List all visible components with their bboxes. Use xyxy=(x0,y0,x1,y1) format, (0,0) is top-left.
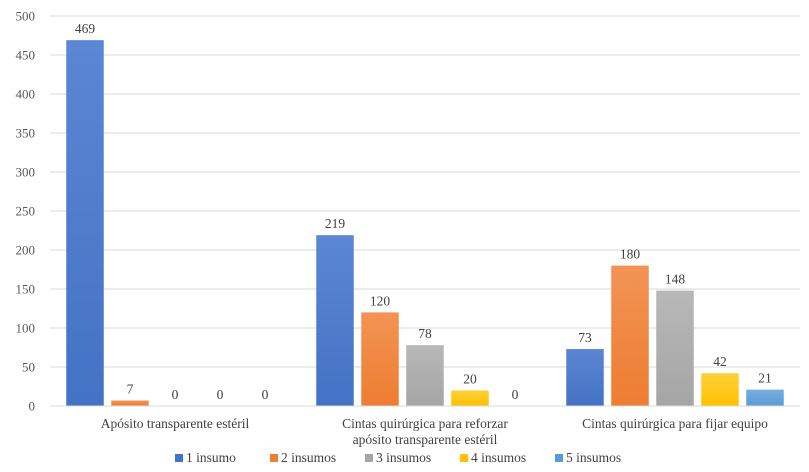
data-label: 469 xyxy=(75,21,96,36)
bar xyxy=(406,345,444,406)
legend-swatch xyxy=(175,454,183,462)
data-label: 0 xyxy=(262,387,269,402)
y-tick-label: 400 xyxy=(16,87,36,102)
y-tick-label: 50 xyxy=(22,360,35,375)
legend-swatch xyxy=(365,454,373,462)
legend-swatch xyxy=(460,454,468,462)
y-tick-label: 0 xyxy=(29,399,36,414)
x-category-label: Cintas quirúrgica para reforzar xyxy=(342,416,508,431)
data-label: 20 xyxy=(463,371,477,386)
bar xyxy=(111,400,149,406)
bar xyxy=(656,290,694,406)
bar xyxy=(316,235,354,406)
data-label: 219 xyxy=(325,216,346,231)
y-tick-label: 200 xyxy=(16,243,36,258)
x-category-label: apósito transparente estéril xyxy=(353,432,498,447)
legend-label: 5 insumos xyxy=(566,450,621,465)
x-category-label: Apósito transparente estéril xyxy=(101,416,250,431)
data-label: 0 xyxy=(172,387,179,402)
legend-swatch xyxy=(555,454,563,462)
x-category-label: Cintas quirúrgica para fijar equipo xyxy=(582,416,768,431)
legend-swatch xyxy=(270,454,278,462)
bar xyxy=(451,390,489,406)
bar xyxy=(611,265,649,406)
y-tick-label: 350 xyxy=(16,126,36,141)
y-tick-label: 100 xyxy=(16,321,36,336)
bar xyxy=(66,40,104,407)
data-label: 42 xyxy=(713,354,727,369)
bar xyxy=(566,349,604,406)
data-label: 0 xyxy=(217,387,224,402)
bar xyxy=(701,373,739,406)
legend-label: 2 insumos xyxy=(281,450,336,465)
y-tick-label: 150 xyxy=(16,282,36,297)
data-label: 120 xyxy=(370,293,391,308)
y-tick-label: 300 xyxy=(16,165,36,180)
y-tick-label: 500 xyxy=(16,9,36,24)
legend-label: 3 insumos xyxy=(376,450,431,465)
data-label: 7 xyxy=(127,382,134,397)
data-label: 180 xyxy=(620,247,641,262)
data-label: 21 xyxy=(758,371,772,386)
data-label: 0 xyxy=(512,387,519,402)
data-label: 73 xyxy=(578,330,592,345)
y-tick-label: 250 xyxy=(16,204,36,219)
legend-label: 1 insumo xyxy=(186,450,236,465)
data-label: 78 xyxy=(418,326,432,341)
bar xyxy=(361,312,399,406)
data-label: 148 xyxy=(665,272,686,287)
bar xyxy=(746,389,784,406)
legend-label: 4 insumos xyxy=(471,450,526,465)
y-tick-label: 450 xyxy=(16,48,36,63)
